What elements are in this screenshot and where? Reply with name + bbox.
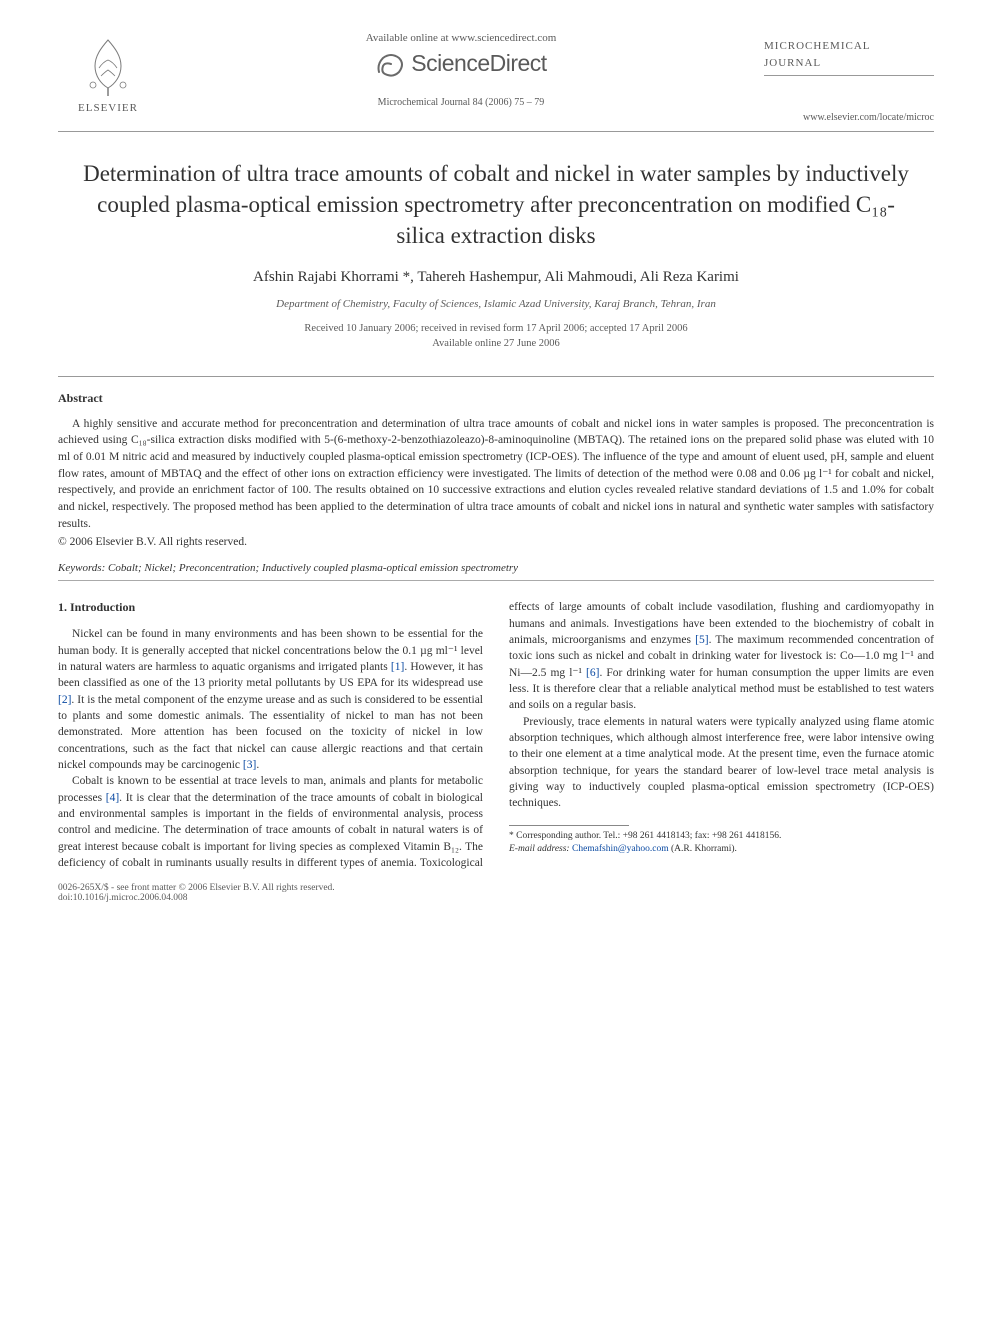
footnote-rule bbox=[509, 825, 629, 826]
article-title: Determination of ultra trace amounts of … bbox=[78, 158, 914, 251]
footnote-email-line: E-mail address: Chemafshin@yahoo.com (A.… bbox=[509, 843, 934, 856]
header-center: Available online at www.sciencedirect.co… bbox=[158, 30, 764, 108]
sciencedirect-swirl-icon bbox=[375, 52, 405, 83]
intro-p1c: . It is the metal component of the enzym… bbox=[58, 694, 483, 771]
header-right: MICROCHEMICAL JOURNAL www.elsevier.com/l… bbox=[764, 30, 934, 123]
footer-doi: doi:10.1016/j.microc.2006.04.008 bbox=[58, 893, 335, 903]
intro-para-1: Nickel can be found in many environments… bbox=[58, 626, 483, 773]
article-dates: Received 10 January 2006; received in re… bbox=[58, 322, 934, 351]
journal-url: www.elsevier.com/locate/microc bbox=[764, 112, 934, 123]
page-header: ELSEVIER Available online at www.science… bbox=[58, 30, 934, 123]
citation-4[interactable]: [4] bbox=[106, 792, 119, 804]
journal-name-underline bbox=[764, 75, 934, 76]
abstract-text: A highly sensitive and accurate method f… bbox=[58, 416, 934, 533]
abstract-copyright: © 2006 Elsevier B.V. All rights reserved… bbox=[58, 536, 934, 548]
dates-received: Received 10 January 2006; received in re… bbox=[58, 322, 934, 337]
keywords-label: Keywords: bbox=[58, 562, 105, 574]
abstract-section: Abstract A highly sensitive and accurate… bbox=[58, 391, 934, 549]
sciencedirect-wordmark: ScienceDirect bbox=[411, 50, 546, 76]
dates-online: Available online 27 June 2006 bbox=[58, 337, 934, 352]
elsevier-logo-block: ELSEVIER bbox=[58, 30, 158, 114]
affiliation: Department of Chemistry, Faculty of Scie… bbox=[58, 298, 934, 310]
pre-abstract-rule bbox=[58, 376, 934, 377]
footnote-email-tail: (A.R. Khorrami). bbox=[669, 844, 737, 854]
intro-p1d: . bbox=[256, 759, 259, 771]
footnote-corr: * Corresponding author. Tel.: +98 261 44… bbox=[509, 830, 934, 843]
elsevier-label: ELSEVIER bbox=[78, 102, 138, 114]
footnote-email-label: E-mail address: bbox=[509, 844, 570, 854]
abstract-heading: Abstract bbox=[58, 391, 934, 406]
available-online-text: Available online at www.sciencedirect.co… bbox=[158, 32, 764, 44]
keywords-text: Cobalt; Nickel; Preconcentration; Induct… bbox=[105, 562, 518, 574]
footer-issn: 0026-265X/$ - see front matter © 2006 El… bbox=[58, 883, 335, 893]
journal-name-line2: JOURNAL bbox=[764, 55, 934, 72]
citation-3[interactable]: [3] bbox=[243, 759, 256, 771]
footnote-block: * Corresponding author. Tel.: +98 261 44… bbox=[509, 825, 934, 856]
journal-name: MICROCHEMICAL JOURNAL bbox=[764, 38, 934, 71]
footnote-email[interactable]: Chemafshin@yahoo.com bbox=[570, 844, 669, 854]
citation-1[interactable]: [1] bbox=[391, 661, 404, 673]
corresponding-author-footnote: * Corresponding author. Tel.: +98 261 44… bbox=[509, 830, 934, 856]
journal-name-line1: MICROCHEMICAL bbox=[764, 38, 934, 55]
elsevier-tree-icon bbox=[73, 30, 143, 100]
intro-heading: 1. Introduction bbox=[58, 599, 483, 616]
keywords-line: Keywords: Cobalt; Nickel; Preconcentrati… bbox=[58, 562, 934, 574]
citation-2[interactable]: [2] bbox=[58, 694, 71, 706]
citation-6[interactable]: [6] bbox=[586, 667, 599, 679]
abstract-body: A highly sensitive and accurate method f… bbox=[58, 416, 934, 533]
body-two-column: 1. Introduction Nickel can be found in m… bbox=[58, 599, 934, 871]
authors-line: Afshin Rajabi Khorrami *, Tahereh Hashem… bbox=[58, 269, 934, 286]
intro-para-3: Previously, trace elements in natural wa… bbox=[509, 714, 934, 812]
citation-5[interactable]: [5] bbox=[695, 634, 708, 646]
page-footer: 0026-265X/$ - see front matter © 2006 El… bbox=[58, 883, 934, 903]
journal-citation: Microchemical Journal 84 (2006) 75 – 79 bbox=[158, 97, 764, 108]
post-keywords-rule bbox=[58, 580, 934, 581]
sciencedirect-logo: ScienceDirect bbox=[158, 50, 764, 83]
footer-left: 0026-265X/$ - see front matter © 2006 El… bbox=[58, 883, 335, 903]
header-rule bbox=[58, 131, 934, 132]
